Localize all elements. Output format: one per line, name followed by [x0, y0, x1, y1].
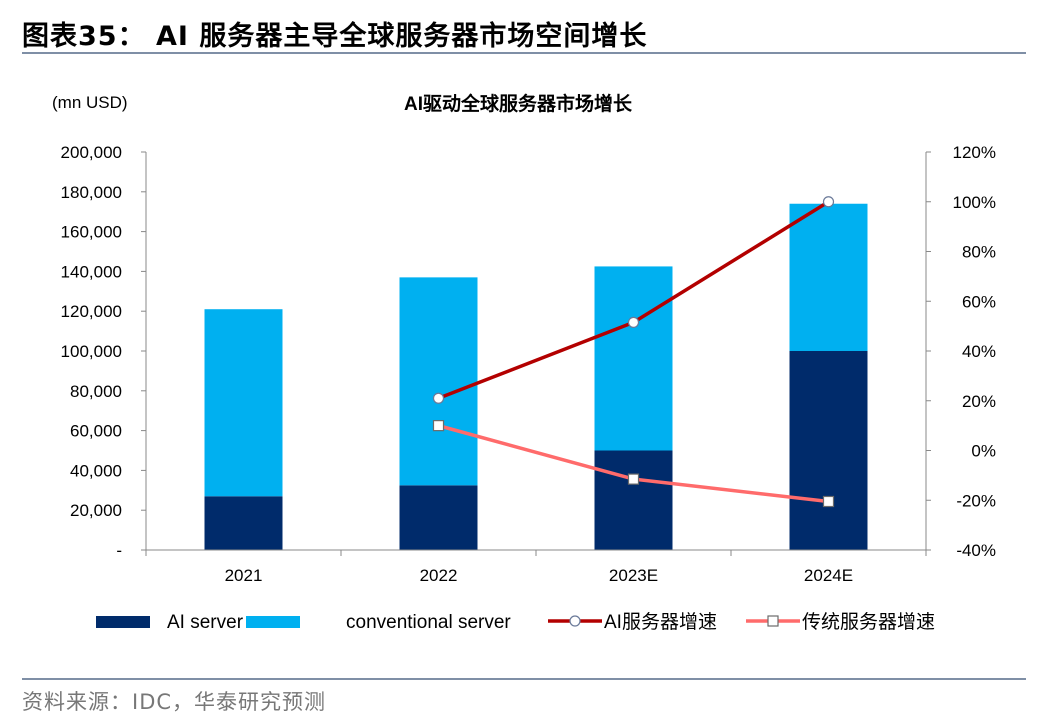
x-axis-tick-label: 2023E — [609, 566, 658, 585]
legend-item-conventional-server: conventional server — [246, 612, 511, 633]
left-axis-tick-label: 200,000 — [61, 143, 122, 162]
legend-swatch — [96, 616, 150, 628]
right-axis-tick-label: 0% — [971, 442, 996, 461]
bars-layer — [204, 203, 868, 550]
left-axis-tick-label: 160,000 — [61, 223, 122, 242]
lines-layer — [432, 196, 835, 508]
right-axis-tick-label: 80% — [962, 243, 996, 262]
legend-label: AI server — [167, 612, 244, 633]
bar-ai-server — [204, 496, 283, 550]
x-axis-tick-label: 2022 — [420, 566, 458, 585]
legend-label: conventional server — [346, 612, 511, 633]
left-axis-tick-label: - — [116, 541, 122, 560]
left-axis-tick-label: 120,000 — [61, 302, 122, 321]
right-axis-tick-label: -40% — [956, 541, 996, 560]
point-ai-growth — [822, 196, 835, 208]
bar-ai-server — [594, 450, 673, 550]
bar-ai-server — [399, 485, 478, 550]
bottom-rule — [22, 678, 1026, 680]
point-ai-growth — [432, 392, 445, 404]
bar-conventional-server — [594, 266, 673, 451]
legend-marker — [569, 615, 581, 627]
right-axis-tick-label: 60% — [962, 292, 996, 311]
right-axis-tick-label: 120% — [953, 143, 996, 162]
point-conventional-growth — [822, 495, 835, 508]
left-axis-tick-label: 100,000 — [61, 342, 122, 361]
right-axis-tick-label: -20% — [956, 491, 996, 510]
legend-label: AI服务器增速 — [604, 611, 717, 633]
left-axis-tick-label: 80,000 — [70, 382, 122, 401]
legend: AI server conventional server AI服务器增速 传统服务器… — [96, 611, 935, 633]
legend-item-ai-server: AI server — [96, 612, 244, 633]
point-conventional-growth — [627, 473, 640, 485]
point-ai-growth — [627, 316, 640, 328]
bar-conventional-server — [399, 277, 478, 486]
x-axis-tick-label: 2021 — [225, 566, 263, 585]
legend-item-conventional-growth: 传统服务器增速 — [746, 611, 935, 633]
right-axis-tick-label: 40% — [962, 342, 996, 361]
figure-title: 图表35： AI 服务器主导全球服务器市场空间增长 — [22, 21, 648, 52]
left-axis-tick-label: 40,000 — [70, 461, 122, 480]
legend-label: 传统服务器增速 — [802, 611, 935, 633]
bar-conventional-server — [204, 309, 283, 497]
source-note: 资料来源：IDC，华泰研究预测 — [22, 690, 327, 714]
left-axis-tick-label: 20,000 — [70, 501, 122, 520]
left-axis-tick-label: 180,000 — [61, 183, 122, 202]
bar-ai-server — [789, 351, 868, 550]
left-axis-tick-label: 140,000 — [61, 262, 122, 281]
legend-swatch — [246, 616, 300, 628]
chart: AI驱动全球服务器市场增长 (mn USD) - 20,000 40,000 60,0… — [52, 92, 996, 633]
bar-conventional-server — [789, 203, 868, 351]
chart-title: AI驱动全球服务器市场增长 — [404, 92, 633, 115]
right-axis-tick-label: 100% — [953, 193, 996, 212]
top-rule — [22, 52, 1026, 54]
left-axis-unit-label: (mn USD) — [52, 93, 128, 112]
legend-marker — [767, 615, 779, 627]
point-conventional-growth — [432, 420, 445, 432]
right-axis-tick-label: 20% — [962, 392, 996, 411]
left-axis-tick-label: 60,000 — [70, 422, 122, 441]
legend-item-ai-growth: AI服务器增速 — [548, 611, 717, 633]
axes-layer: - 20,000 40,000 60,000 80,000 100,000 120,000 1… — [61, 143, 996, 585]
x-axis-tick-label: 2024E — [804, 566, 853, 585]
